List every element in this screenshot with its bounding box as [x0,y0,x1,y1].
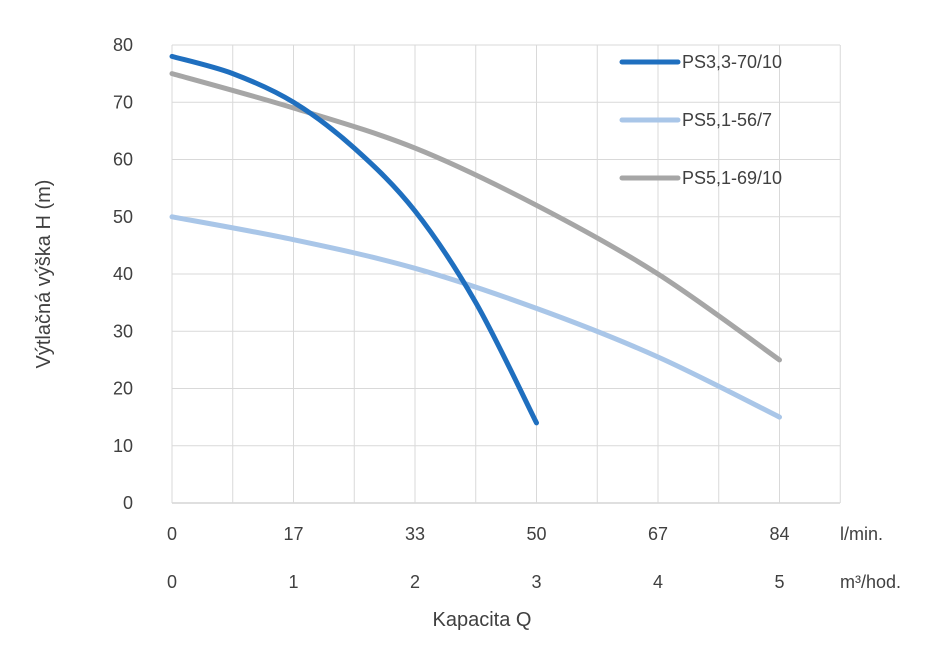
legend-label: PS3,3-70/10 [682,52,782,72]
x-tick-label-lmin: 50 [526,524,546,544]
x-axis-title: Kapacita Q [433,609,532,631]
x-tick-label-lmin: 67 [648,524,668,544]
x-tick-label-m3: 1 [288,572,298,592]
x-tick-label-m3: 5 [774,572,784,592]
legend-label: PS5,1-56/7 [682,110,772,130]
y-tick-label: 80 [113,35,133,55]
x-tick-label-m3: 0 [167,572,177,592]
x-tick-label-m3: 3 [531,572,541,592]
y-tick-label: 30 [113,321,133,341]
legend-label: PS5,1-69/10 [682,168,782,188]
legend: PS3,3-70/10 PS5,1-56/7 PS5,1-69/10 [619,52,782,188]
y-tick-label: 10 [113,436,133,456]
x-tick-label-lmin: 17 [283,524,303,544]
y-tick-label: 70 [113,92,133,112]
series-line [169,71,782,363]
x-tick-labels: 0 0 17 1 33 2 50 3 67 4 84 5 [167,524,790,592]
y-tick-label: 60 [113,150,133,170]
y-tick-labels: 0 10 20 30 40 50 60 70 80 [113,35,133,513]
series-lines [169,53,782,426]
x-tick-label-lmin: 0 [167,524,177,544]
series-line [169,53,539,426]
y-tick-label: 40 [113,264,133,284]
x-tick-label-lmin: 84 [769,524,789,544]
x-unit-lmin: l/min. [840,524,883,544]
x-unit-m3: m³/hod. [840,572,901,592]
x-tick-label-m3: 4 [653,572,663,592]
x-tick-label-lmin: 33 [405,524,425,544]
legend-item: PS5,1-56/7 [619,110,772,130]
series-line [169,214,782,420]
grid-lines [171,44,841,504]
y-axis-title: Výtlačná výška H (m) [33,180,55,369]
y-tick-label: 20 [113,379,133,399]
legend-item: PS5,1-69/10 [619,168,782,188]
y-tick-label: 0 [123,493,133,513]
legend-item: PS3,3-70/10 [619,52,782,72]
x-tick-label-m3: 2 [410,572,420,592]
y-tick-label: 50 [113,207,133,227]
